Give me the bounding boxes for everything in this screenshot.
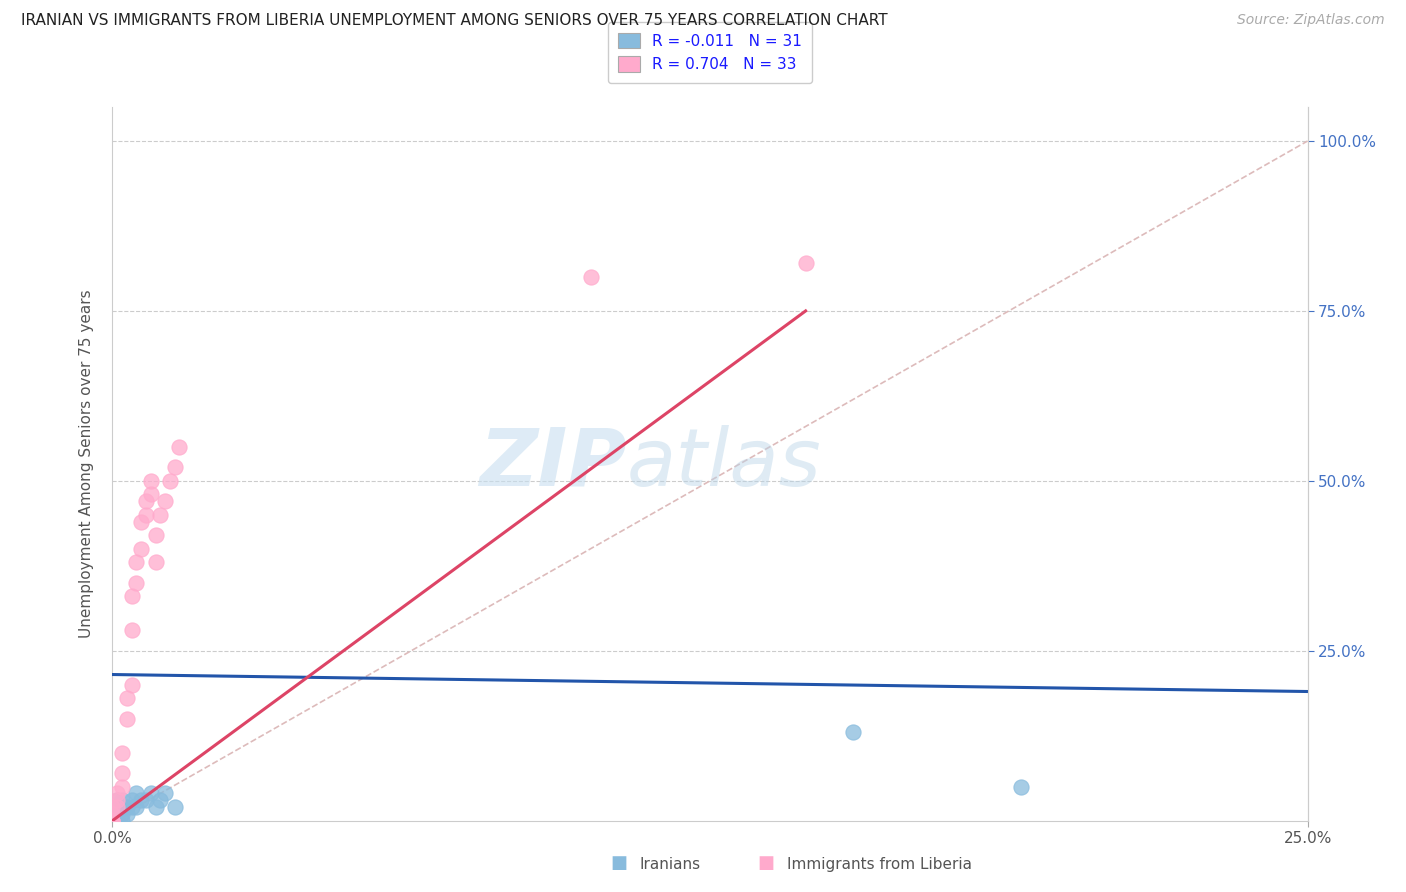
Point: [135, 793, 157, 807]
Point: [794, 256, 817, 270]
Point: [121, 800, 143, 814]
Point: [139, 474, 162, 488]
Point: [105, 814, 128, 828]
Point: [129, 515, 152, 529]
Text: Source: ZipAtlas.com: Source: ZipAtlas.com: [1237, 13, 1385, 28]
Point: [579, 269, 602, 284]
Point: [111, 806, 134, 821]
Point: [139, 487, 162, 501]
Point: [105, 800, 128, 814]
Point: [101, 814, 124, 828]
Point: [111, 746, 134, 760]
Point: [111, 800, 134, 814]
Point: [115, 806, 138, 821]
Point: [111, 814, 134, 828]
Point: [169, 440, 191, 454]
Point: [145, 528, 167, 542]
Point: [115, 800, 138, 814]
Point: [105, 814, 128, 828]
Point: [115, 712, 138, 726]
Point: [163, 800, 186, 814]
Point: [163, 460, 186, 475]
Point: [145, 555, 167, 569]
Point: [105, 787, 128, 801]
Text: IRANIAN VS IMMIGRANTS FROM LIBERIA UNEMPLOYMENT AMONG SENIORS OVER 75 YEARS CORR: IRANIAN VS IMMIGRANTS FROM LIBERIA UNEMP…: [21, 13, 887, 29]
Point: [105, 793, 128, 807]
Point: [149, 508, 172, 522]
Text: ■: ■: [758, 855, 775, 872]
Point: [842, 725, 865, 739]
Point: [111, 780, 134, 794]
Point: [121, 793, 143, 807]
Point: [111, 766, 134, 780]
Point: [135, 494, 157, 508]
Point: [129, 541, 152, 556]
Text: Immigrants from Liberia: Immigrants from Liberia: [787, 857, 973, 872]
Point: [125, 555, 148, 569]
Y-axis label: Unemployment Among Seniors over 75 years: Unemployment Among Seniors over 75 years: [79, 290, 94, 638]
Point: [121, 590, 143, 604]
Point: [125, 800, 148, 814]
Point: [105, 800, 128, 814]
Point: [159, 474, 181, 488]
Point: [101, 800, 124, 814]
Point: [105, 793, 128, 807]
Point: [101, 814, 124, 828]
Point: [121, 678, 143, 692]
Point: [139, 787, 162, 801]
Text: atlas: atlas: [627, 425, 821, 503]
Point: [1010, 780, 1032, 794]
Point: [135, 508, 157, 522]
Point: [153, 494, 176, 508]
Point: [101, 806, 124, 821]
Point: [145, 800, 167, 814]
Point: [129, 793, 152, 807]
Point: [125, 787, 148, 801]
Text: ■: ■: [610, 855, 627, 872]
Point: [101, 814, 124, 828]
Text: Iranians: Iranians: [640, 857, 700, 872]
Legend: R = -0.011   N = 31, R = 0.704   N = 33: R = -0.011 N = 31, R = 0.704 N = 33: [607, 22, 813, 83]
Point: [121, 624, 143, 638]
Point: [101, 806, 124, 821]
Point: [153, 787, 176, 801]
Point: [149, 793, 172, 807]
Point: [125, 575, 148, 590]
Point: [115, 691, 138, 706]
Point: [101, 814, 124, 828]
Point: [111, 793, 134, 807]
Text: ZIP: ZIP: [479, 425, 627, 503]
Point: [105, 806, 128, 821]
Point: [101, 800, 124, 814]
Point: [105, 800, 128, 814]
Point: [101, 806, 124, 821]
Point: [101, 814, 124, 828]
Point: [101, 814, 124, 828]
